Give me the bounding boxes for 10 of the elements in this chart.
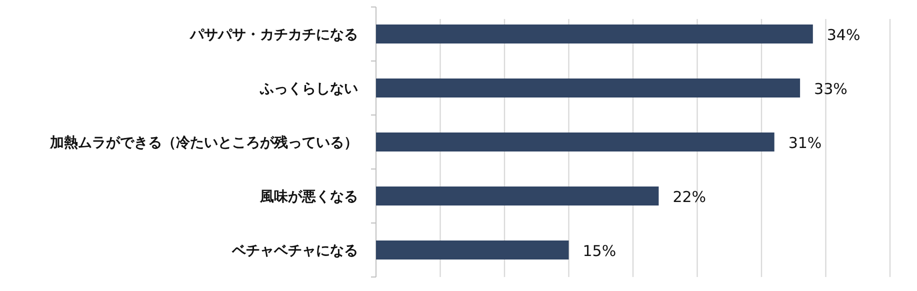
data-label: 22% bbox=[672, 188, 706, 206]
data-label: 31% bbox=[788, 134, 822, 152]
y-tick-label: パサパサ・カチカチになる bbox=[189, 27, 358, 43]
y-tick-label: ふっくらしない bbox=[259, 81, 358, 97]
data-label: 33% bbox=[814, 80, 848, 98]
y-tick-label: 加熱ムラができる（冷たいところが残っている） bbox=[49, 135, 358, 151]
y-tick-label: 風味が悪くなる bbox=[259, 189, 358, 205]
data-label: 15% bbox=[582, 242, 616, 260]
y-tick-label: ベチャベチャになる bbox=[231, 243, 358, 259]
data-label: 34% bbox=[826, 26, 860, 44]
